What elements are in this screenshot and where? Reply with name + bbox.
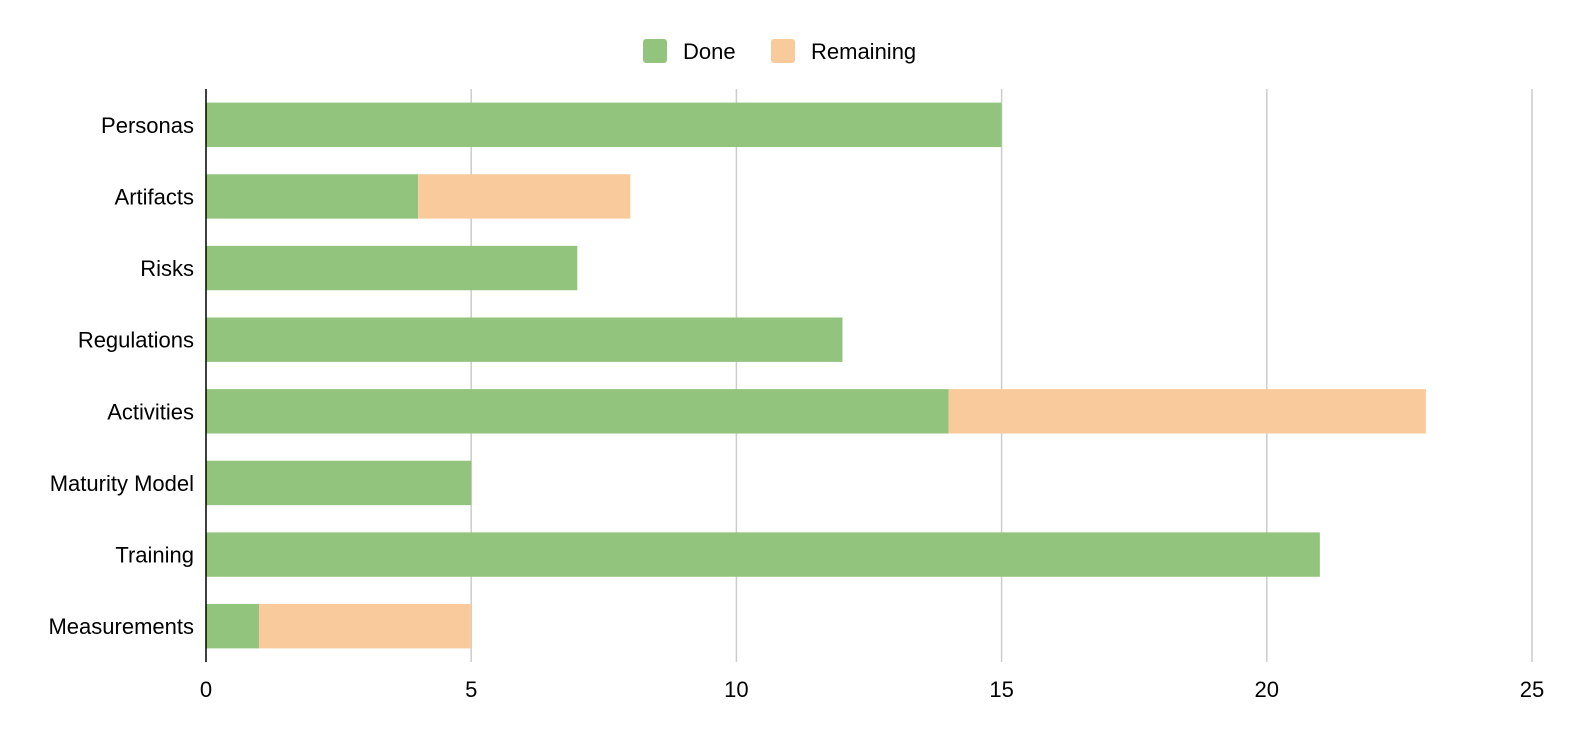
bar-remaining-activities bbox=[948, 389, 1426, 434]
category-label: Personas bbox=[101, 113, 194, 138]
category-label: Maturity Model bbox=[50, 471, 194, 496]
bar-done-personas bbox=[206, 102, 1002, 148]
legend-label-remaining: Remaining bbox=[811, 39, 916, 64]
category-label: Regulations bbox=[78, 328, 194, 353]
x-tick-label: 10 bbox=[724, 677, 748, 702]
bar-done-maturity-model bbox=[206, 460, 472, 506]
bar-done-training bbox=[206, 532, 1320, 577]
bar-done-measurements bbox=[206, 603, 260, 649]
category-label: Measurements bbox=[48, 614, 194, 639]
x-tick-label: 5 bbox=[465, 677, 477, 702]
category-label: Training bbox=[115, 543, 194, 568]
category-labels: Personas Artifacts Risks Regulations Activit… bbox=[48, 113, 194, 639]
category-label: Risks bbox=[140, 256, 194, 281]
legend-label-done: Done bbox=[683, 39, 736, 64]
legend: Done Remaining bbox=[643, 39, 916, 64]
legend-swatch-done bbox=[643, 39, 667, 63]
category-label: Activities bbox=[107, 399, 194, 424]
bar-remaining-measurements bbox=[259, 603, 472, 649]
bar-done-risks bbox=[206, 245, 578, 291]
tick-labels: 0 5 10 15 20 25 bbox=[200, 677, 1544, 702]
x-tick-label: 25 bbox=[1520, 677, 1544, 702]
bar-done-regulations bbox=[206, 317, 843, 362]
category-label: Artifacts bbox=[115, 184, 194, 209]
x-tick-label: 0 bbox=[200, 677, 212, 702]
x-tick-label: 20 bbox=[1255, 677, 1279, 702]
bar-done-artifacts bbox=[206, 174, 419, 219]
x-tick-label: 15 bbox=[989, 677, 1013, 702]
bar-remaining-artifacts bbox=[418, 174, 631, 219]
bar-done-activities bbox=[206, 389, 949, 434]
legend-swatch-remaining bbox=[771, 39, 795, 63]
bars bbox=[206, 102, 1426, 649]
